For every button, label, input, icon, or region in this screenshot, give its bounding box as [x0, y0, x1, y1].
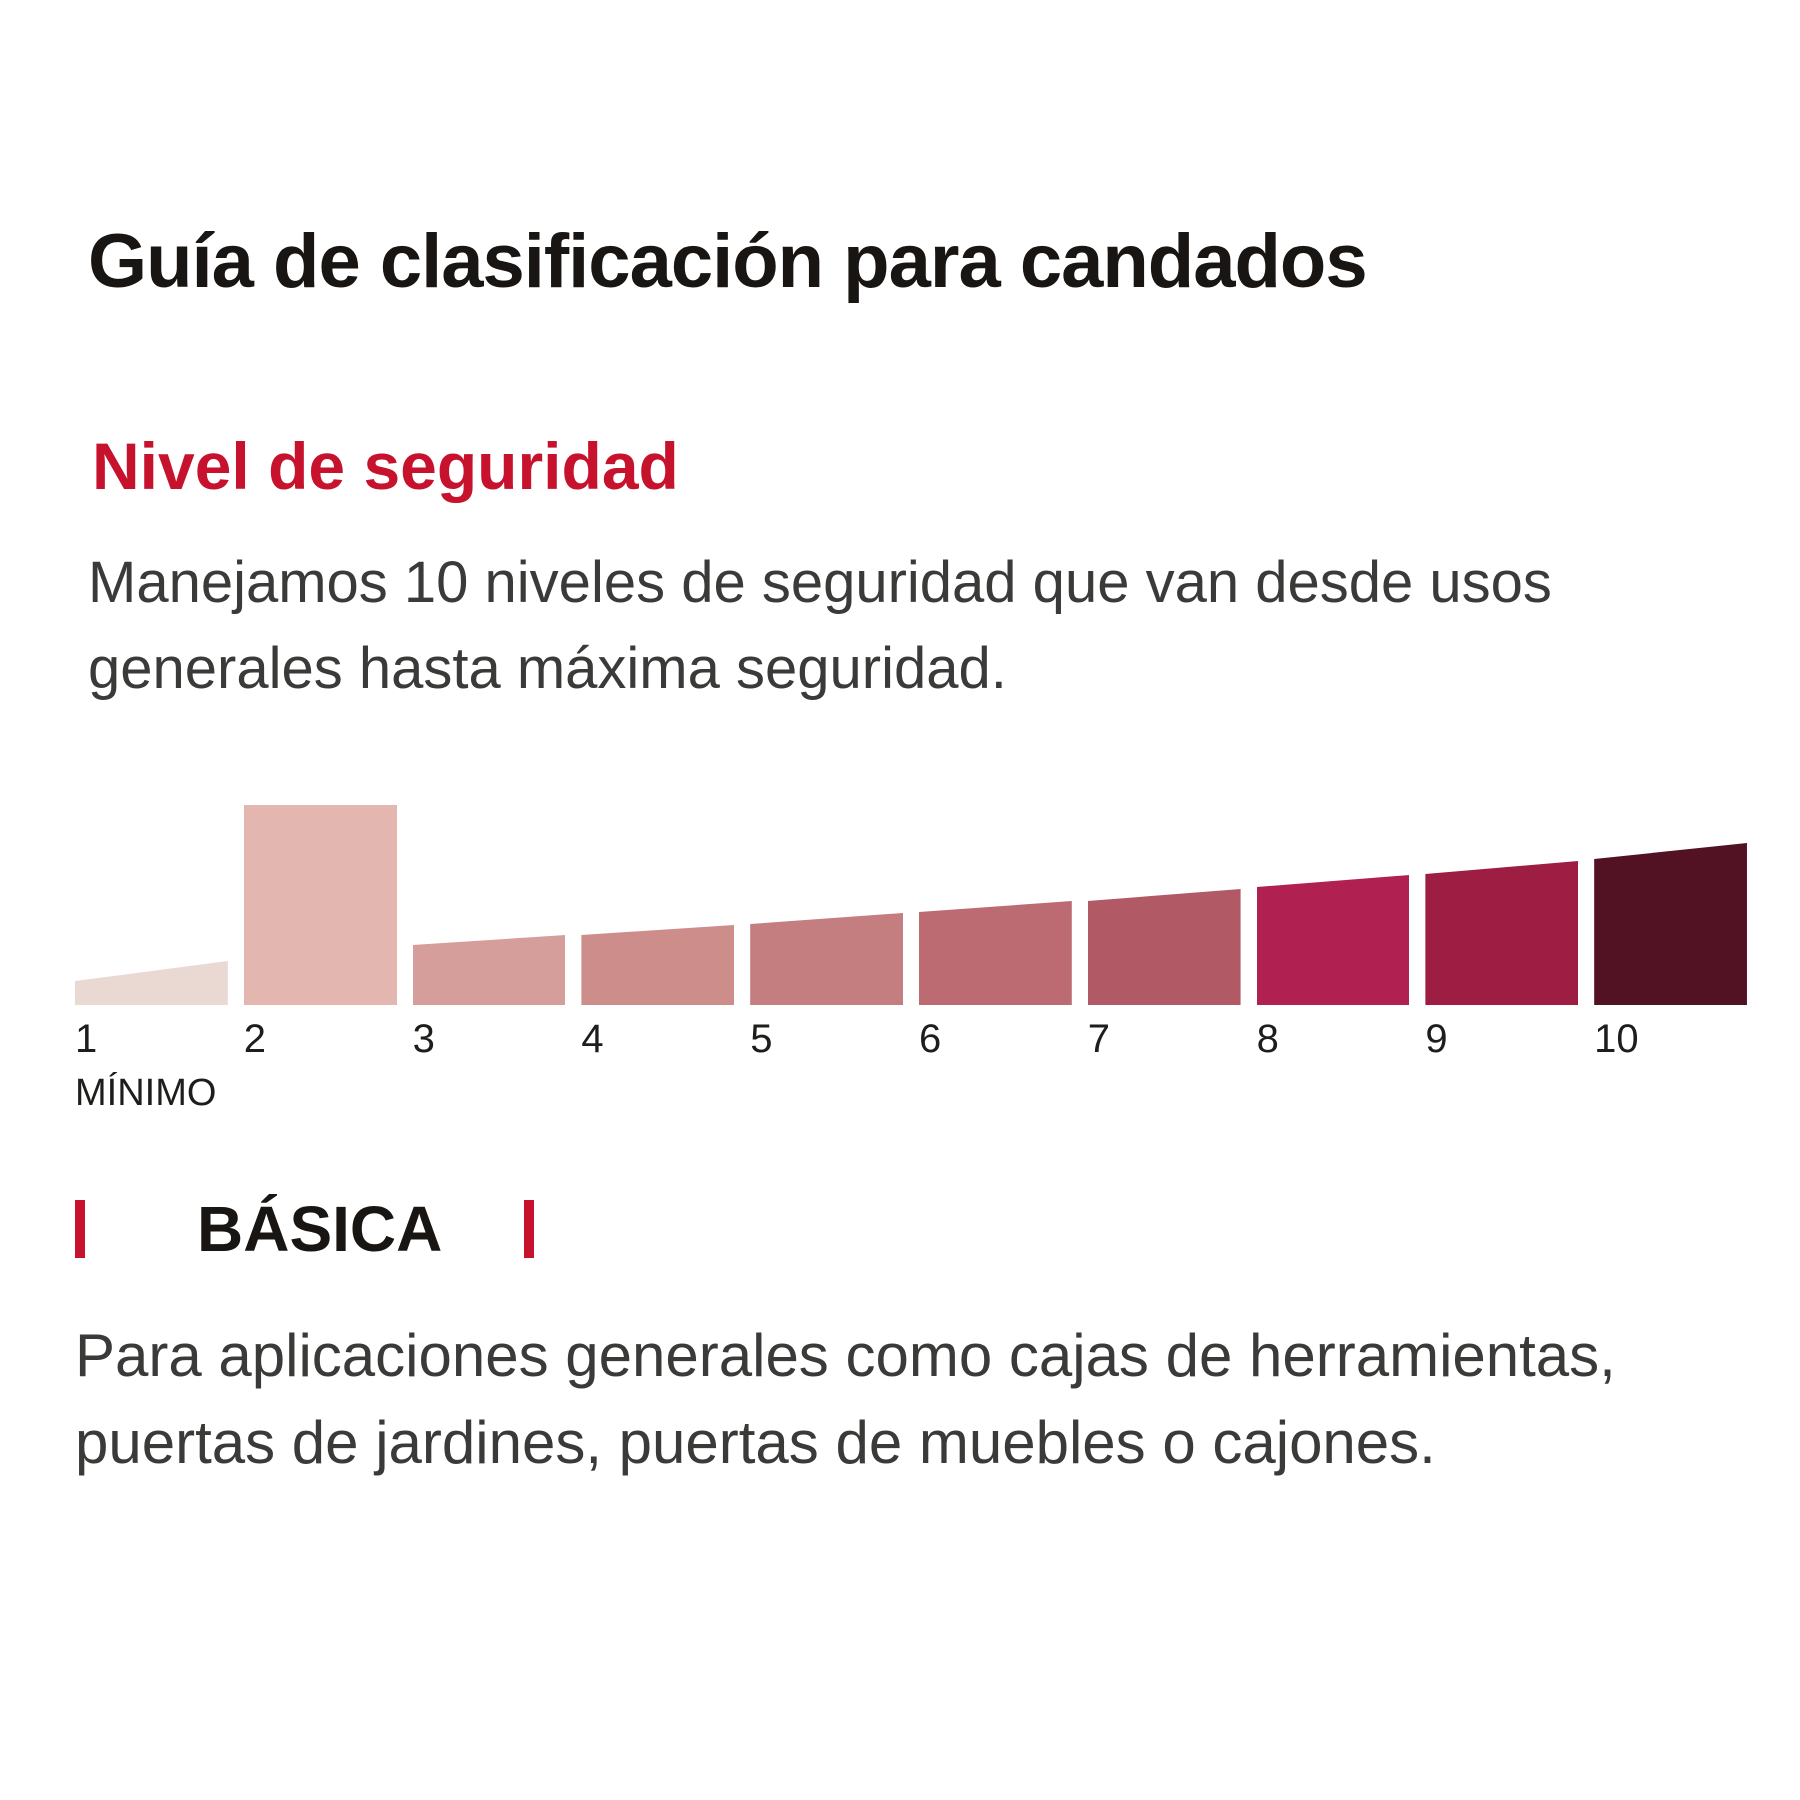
axis-tick-10: 10: [1594, 1017, 1639, 1061]
axis-tick-7: 7: [1087, 1017, 1111, 1061]
axis-tick-1: 1: [75, 1017, 98, 1061]
section-description: Manejamos 10 niveles de seguridad que va…: [88, 550, 1552, 701]
level-bar-2: [243, 805, 397, 1005]
level-indicator: BÁSICA: [75, 1192, 535, 1266]
axis-tick-2: 2: [243, 1017, 267, 1061]
level-description: Para aplicaciones generales como cajas d…: [75, 1322, 1616, 1476]
level-bar-10: [1594, 843, 1747, 1005]
section-heading: Nivel de seguridad: [92, 429, 679, 503]
range-end-marker: [524, 1200, 535, 1258]
axis-ticks: 1 2 3 4 5 6 7 8 9 10: [75, 1017, 1747, 1062]
axis-tick-3: 3: [412, 1017, 435, 1061]
level-bar-4: [581, 925, 735, 1005]
range-start-marker: [75, 1200, 85, 1258]
bar-track: [75, 805, 1747, 1005]
axis-tick-5: 5: [750, 1017, 773, 1061]
minimum-label: MÍNIMO: [75, 1072, 217, 1114]
level-bar-1: [75, 961, 228, 1005]
axis-tick-8: 8: [1256, 1017, 1279, 1061]
page-title: Guía de clasificación para candados: [88, 219, 1368, 304]
level-bar-6: [918, 901, 1072, 1005]
axis-tick-4: 4: [581, 1017, 604, 1061]
level-bar-5: [750, 913, 903, 1005]
level-bar-8: [1256, 875, 1410, 1005]
level-bar-7: [1087, 889, 1241, 1005]
level-name: BÁSICA: [197, 1193, 443, 1265]
level-bar-9: [1425, 861, 1579, 1005]
axis-tick-6: 6: [918, 1017, 942, 1061]
level-bar-3: [412, 935, 566, 1005]
security-level-chart: 1 2 3 4 5 6 7 8 9 10 MÍNIMO: [75, 805, 1747, 1115]
axis-tick-9: 9: [1425, 1017, 1448, 1061]
